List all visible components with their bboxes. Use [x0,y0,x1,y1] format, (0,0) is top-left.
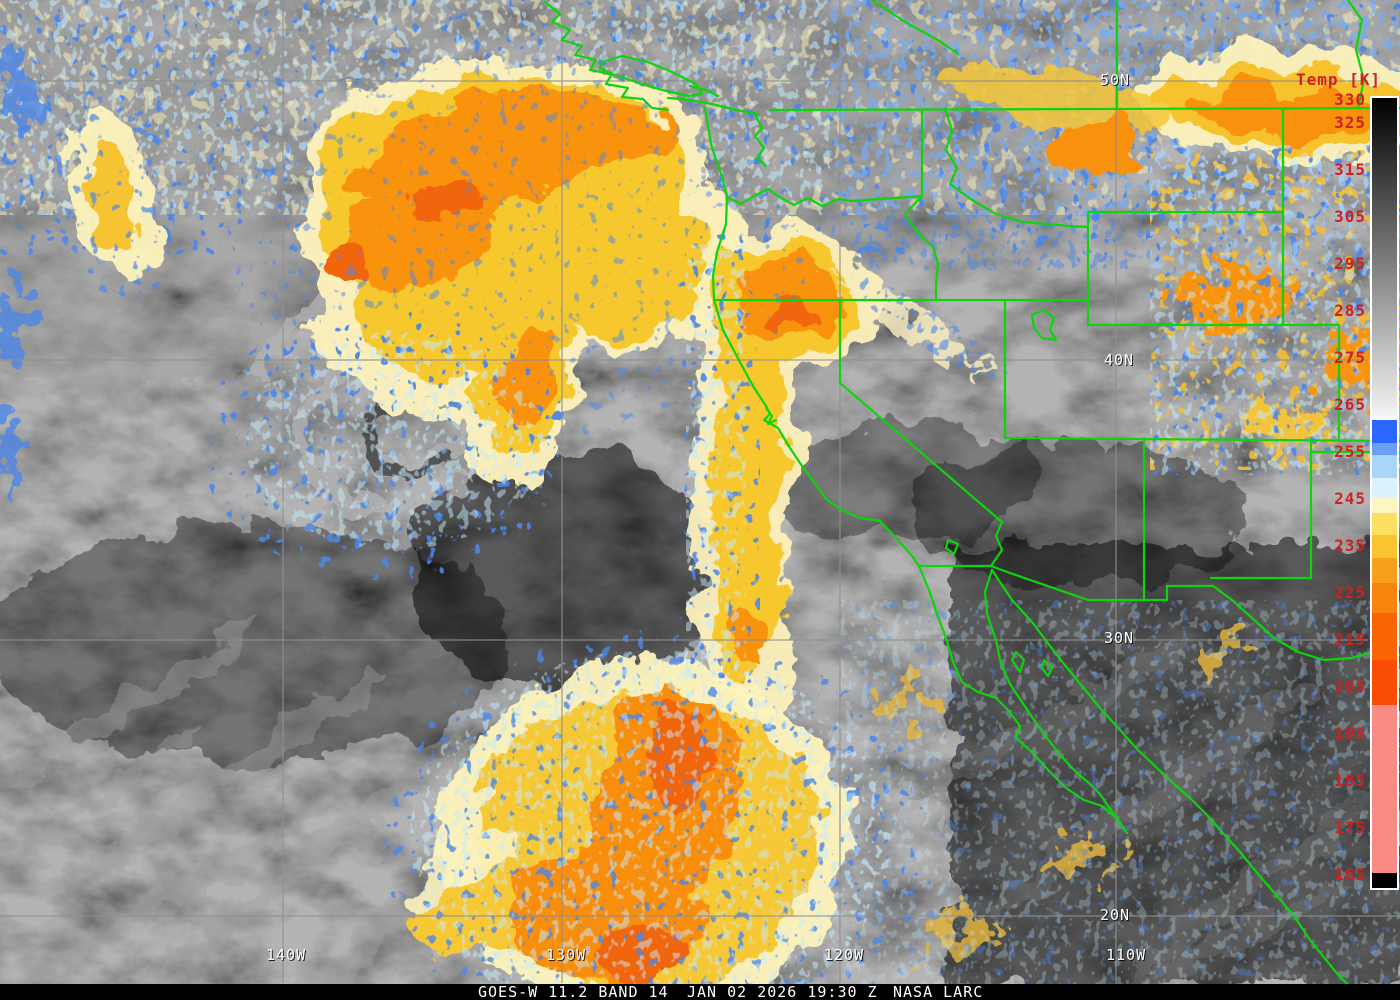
colorbar-tick-295: 295 [1334,254,1366,273]
colorbar-tick-215: 215 [1334,630,1366,649]
colorbar-tick-185: 185 [1334,771,1366,790]
lat-label-40n: 40N [1104,351,1135,369]
colorbar-tick-255: 255 [1334,442,1366,461]
lon-label-140w: 140W [266,946,307,964]
colorbar-tick-225: 225 [1334,583,1366,602]
lon-label-120w: 120W [824,946,865,964]
lat-label-50n: 50N [1100,71,1131,89]
colorbar-tick-245: 245 [1334,489,1366,508]
colorbar-tick-165: 165 [1334,865,1366,884]
colorbar-tick-195: 195 [1334,724,1366,743]
colorbar-tick-265: 265 [1334,395,1366,414]
colorbar-tick-330: 330 [1334,90,1366,109]
temperature-colorbar [1370,96,1399,890]
edge-speckles [0,50,1400,1000]
colorbar-tick-285: 285 [1334,301,1366,320]
colorbar-tick-275: 275 [1334,348,1366,367]
lat-label-30n: 30N [1104,629,1135,647]
colorbar-tick-305: 305 [1334,207,1366,226]
colorbar-tick-235: 235 [1334,536,1366,555]
caption-bar: GOES-W 11.2 BAND 14 JAN 02 2026 19:30 Z … [0,984,1400,1000]
coastline-borders-overlay [543,0,1400,990]
caption-credit-label: NASA LARC [893,983,984,1000]
colorbar-title: Temp [K] [1296,70,1382,89]
caption-product-label: GOES-W 11.2 BAND 14 [478,983,669,1000]
lat-label-20n: 20N [1100,906,1131,924]
caption-datetime-label: JAN 02 2026 19:30 Z [687,983,878,1000]
lon-label-130w: 130W [546,946,587,964]
colorbar-tick-205: 205 [1334,677,1366,696]
lon-label-110w: 110W [1106,946,1147,964]
colorbar-tick-175: 175 [1334,818,1366,837]
colorbar-tick-315: 315 [1334,160,1366,179]
colorbar-gradient [1372,98,1397,888]
colorbar-tick-325: 325 [1334,113,1366,132]
